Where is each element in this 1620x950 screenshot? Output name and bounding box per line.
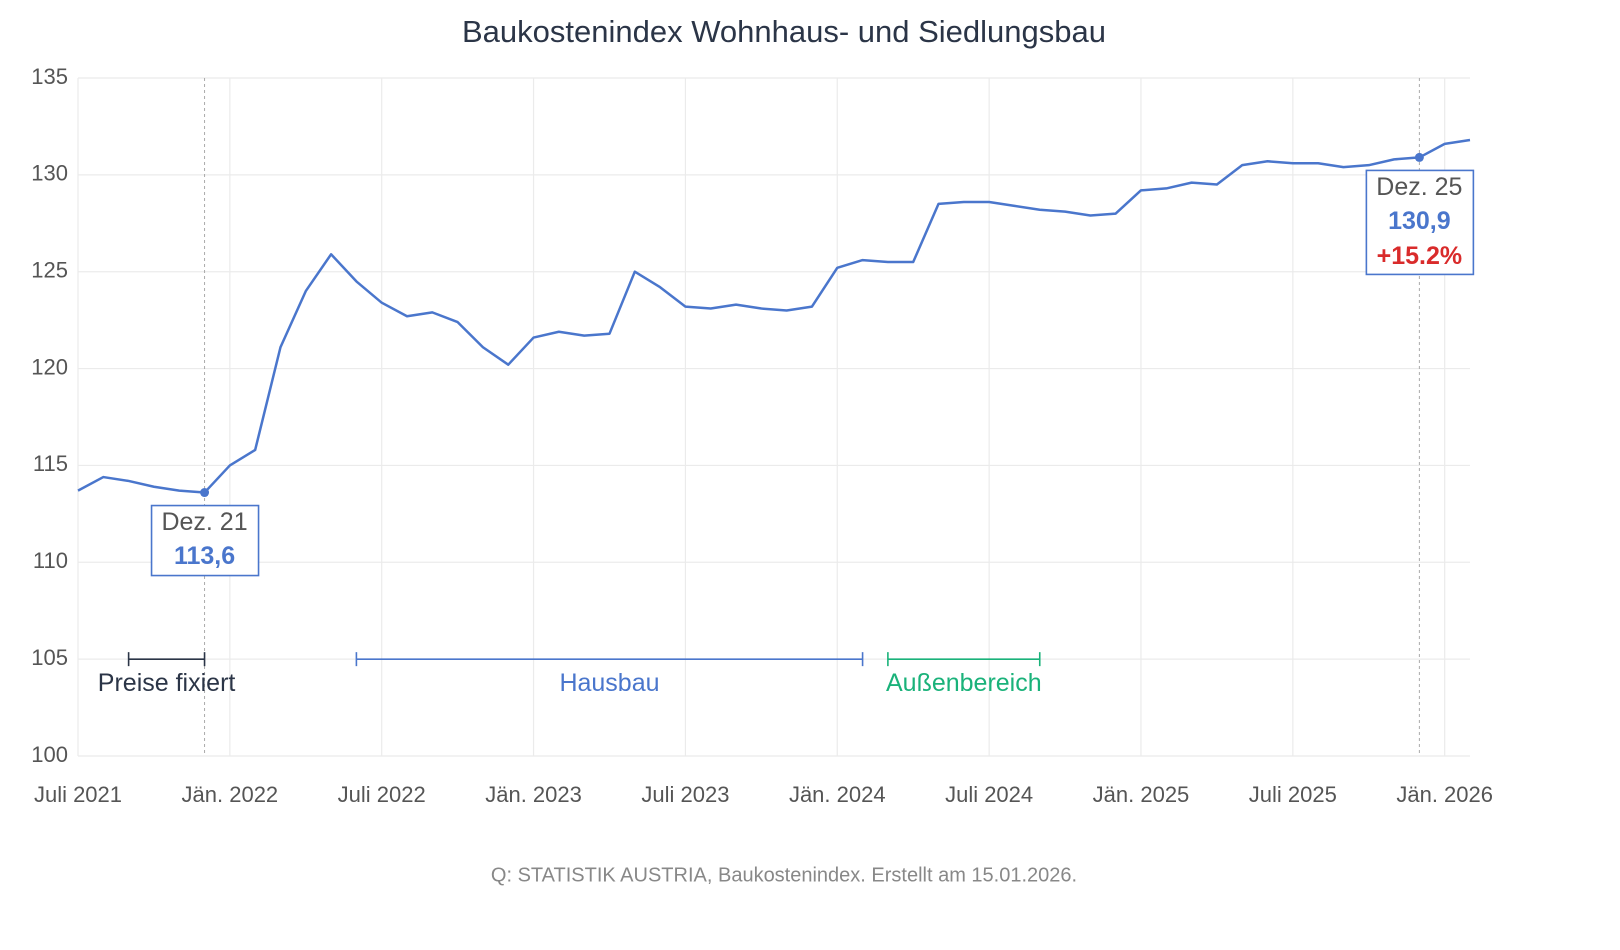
range-label: Hausbau (559, 669, 659, 697)
range-bracket (127, 652, 206, 667)
x-tick-label: Jän. 2022 (182, 782, 279, 807)
source-note: Q: STATISTIK AUSTRIA, Baukostenindex. Er… (491, 864, 1077, 886)
y-tick-label: 100 (31, 742, 68, 767)
y-tick-label: 105 (31, 645, 68, 670)
x-tick-label: Jän. 2023 (485, 782, 582, 807)
annotation-box (1365, 169, 1475, 276)
annotation-date: Dez. 21 (161, 508, 247, 536)
range-bracket (887, 652, 1041, 667)
y-tick-label: 120 (31, 354, 68, 379)
annotation-change: +15.2% (1377, 242, 1463, 270)
y-tick-label: 125 (31, 258, 68, 283)
annotation-value: 113,6 (174, 542, 235, 570)
chart-title: Baukostenindex Wohnhaus- und Siedlungsba… (462, 14, 1106, 49)
x-tick-label: Jän. 2025 (1093, 782, 1190, 807)
x-tick-label: Jän. 2024 (789, 782, 886, 807)
grid (77, 77, 1470, 757)
x-tick-label: Juli 2021 (34, 782, 122, 807)
y-tick-label: 115 (33, 451, 68, 476)
annotation-date: Dez. 25 (1376, 173, 1462, 201)
y-tick-label: 135 (31, 64, 68, 89)
annotation-value: 130,9 (1388, 207, 1451, 235)
range-bracket (355, 652, 864, 667)
data-line (77, 138, 1471, 494)
y-tick-label: 110 (33, 548, 68, 573)
annotation-box (150, 504, 260, 577)
x-tick-label: Jän. 2026 (1396, 782, 1493, 807)
x-tick-label: Juli 2022 (338, 782, 426, 807)
annotation-point (1414, 152, 1424, 162)
annotation-point (200, 488, 210, 498)
range-label: Außenbereich (886, 669, 1042, 697)
x-tick-label: Juli 2025 (1249, 782, 1337, 807)
range-label: Preise fixiert (98, 669, 236, 697)
x-tick-label: Juli 2023 (641, 782, 729, 807)
x-tick-label: Juli 2024 (945, 782, 1033, 807)
y-tick-label: 130 (31, 161, 68, 186)
